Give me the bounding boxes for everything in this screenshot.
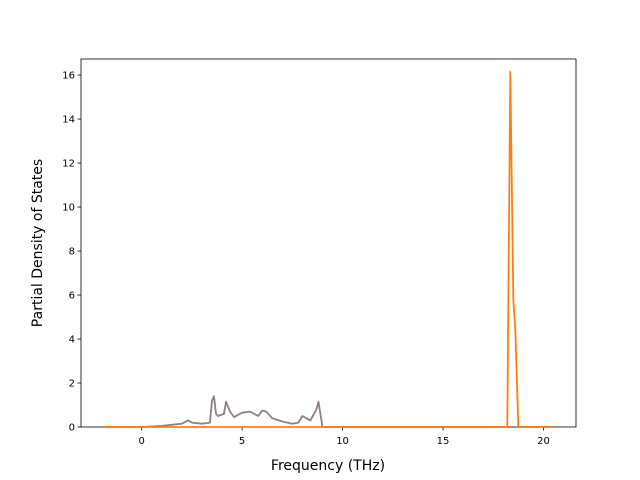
x-axis-label: Frequency (THz) [271, 458, 385, 474]
x-tick-label: 15 [437, 436, 450, 447]
x-tick-label: 20 [537, 436, 550, 447]
data-line [103, 70, 554, 428]
y-tick-label: 0 [69, 423, 75, 434]
y-tick-label: 6 [69, 291, 75, 302]
y-tick-label: 2 [69, 379, 75, 390]
y-tick-label: 12 [62, 159, 75, 170]
y-axis-label: Partial Density of States [30, 159, 46, 327]
x-tick-label: 5 [239, 436, 245, 447]
y-tick-label: 4 [69, 335, 75, 346]
y-tick-label: 8 [69, 247, 75, 258]
data-line [103, 395, 554, 428]
plot-frame [80, 58, 577, 428]
y-tick-label: 14 [62, 115, 75, 126]
y-tick-label: 16 [62, 71, 75, 82]
y-tick-label: 10 [62, 203, 75, 214]
x-tick-label: 0 [138, 436, 144, 447]
x-tick-label: 10 [336, 436, 349, 447]
